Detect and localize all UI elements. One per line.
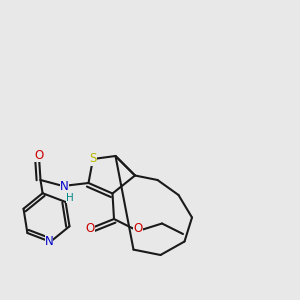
- Text: N: N: [60, 179, 69, 193]
- Text: H: H: [66, 193, 74, 203]
- Text: S: S: [89, 152, 97, 166]
- Text: O: O: [134, 222, 142, 235]
- Text: N: N: [44, 235, 53, 248]
- Text: O: O: [34, 148, 43, 162]
- Text: O: O: [85, 221, 94, 235]
